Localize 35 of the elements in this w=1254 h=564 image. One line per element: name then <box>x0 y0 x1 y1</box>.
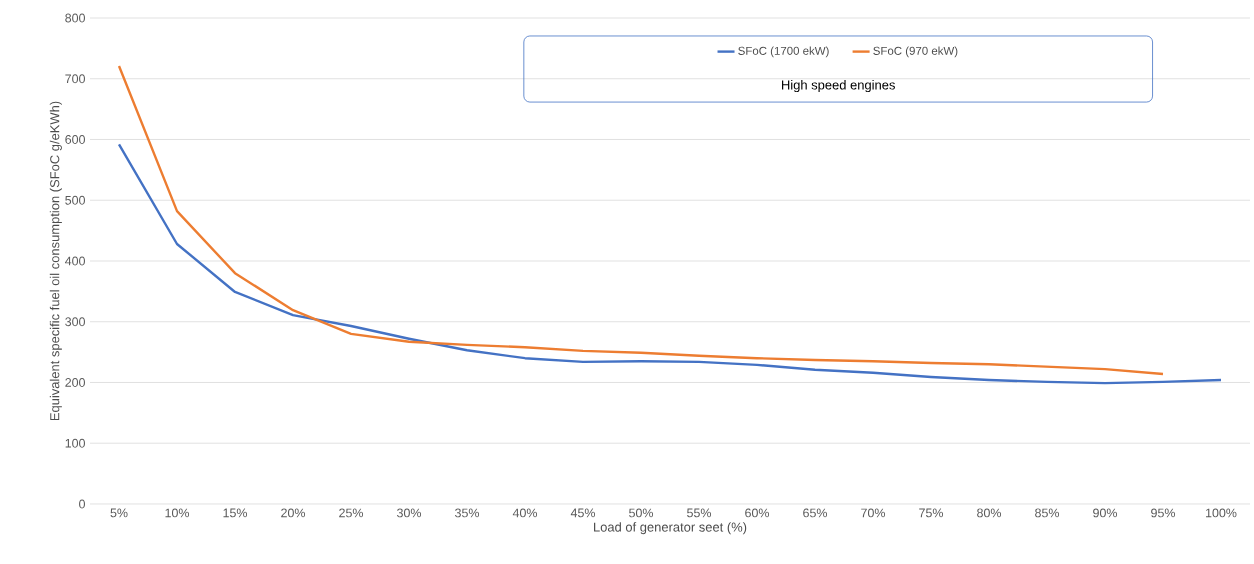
y-tick-label: 200 <box>65 378 85 387</box>
legend-title: High speed engines <box>782 79 895 93</box>
legend-label: SFoC (1700 ekW) <box>738 46 829 58</box>
y-tick-label: 300 <box>65 317 85 327</box>
x-tick-label: 55% <box>687 508 712 518</box>
x-tick-label: 75% <box>919 508 944 518</box>
legend-label: SFoC (970 ekW) <box>873 46 958 58</box>
y-tick-label: 600 <box>65 135 85 144</box>
y-tick-label: 500 <box>65 195 85 205</box>
x-tick-label: 60% <box>745 508 770 518</box>
x-tick-label: 70% <box>861 508 886 518</box>
x-tick-label: 20% <box>281 508 306 518</box>
line-series <box>117 143 1223 385</box>
x-tick-label: 65% <box>803 508 828 518</box>
x-tick-label: 45% <box>570 508 596 518</box>
y-tick-label: 800 <box>65 13 85 23</box>
x-tick-label: 95% <box>1151 508 1176 518</box>
x-tick-label: 25% <box>339 508 364 518</box>
y-tick-label: 400 <box>65 256 85 266</box>
x-tick-label: 100% <box>1206 508 1237 518</box>
x-tick-label: 40% <box>512 508 538 518</box>
x-tick-label: 15% <box>223 508 248 518</box>
x-tick-label: 10% <box>165 508 190 518</box>
y-axis-title: Equivalent specific fuel oil consumption (SFoC g/eKWh) <box>49 101 62 421</box>
x-tick-label: 80% <box>977 508 1002 518</box>
y-tick-label: 100 <box>65 438 85 448</box>
x-tick-label: 35% <box>455 508 480 518</box>
y-tick-label: 700 <box>65 74 85 84</box>
y-tick-label: 0 <box>79 499 85 509</box>
x-axis-title: Load of generator seet (%) <box>594 522 747 535</box>
x-tick-label: 30% <box>397 508 422 518</box>
x-tick-label: 5% <box>110 508 128 518</box>
x-tick-label: 50% <box>629 508 654 518</box>
x-tick-label: 85% <box>1035 508 1060 518</box>
x-tick-label: 90% <box>1093 508 1118 518</box>
